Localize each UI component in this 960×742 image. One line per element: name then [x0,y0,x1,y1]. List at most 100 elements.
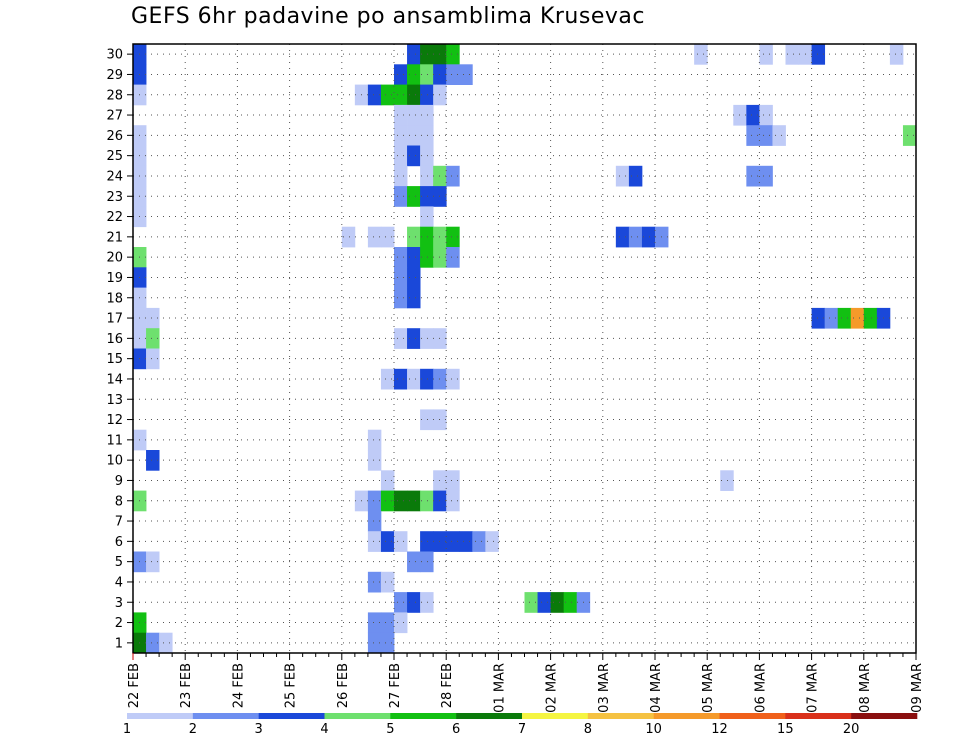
heatmap-cell [446,226,460,248]
y-tick-label: 4 [115,575,123,590]
colorbar-swatch [456,713,523,719]
heatmap-cell [850,307,865,329]
heatmap-cell [367,490,382,512]
colorbar-swatch [719,713,786,719]
heatmap-cell [394,104,408,126]
heatmap-cell [811,44,826,65]
y-tick-label: 13 [106,393,123,408]
y-tick-label: 20 [106,251,123,266]
heatmap-cell [394,145,408,167]
heatmap-cell [446,531,460,552]
heatmap-cell [550,592,565,613]
heatmap-cell [759,104,773,126]
heatmap-cell [146,348,160,370]
heatmap-cell [420,490,434,512]
heatmap-cell [420,165,434,187]
heatmap-cell [733,104,747,126]
heatmap-cell [407,145,421,167]
heatmap-cell [394,328,408,349]
colorbar-label: 2 [189,722,197,737]
x-tick-label: 25 FEB [284,663,299,708]
y-tick-label: 5 [115,555,123,570]
heatmap-cell [146,632,160,653]
heatmap-cell [472,531,486,552]
heatmap-cell [380,470,395,491]
heatmap-cell [407,287,421,309]
y-tick-label: 16 [106,332,123,347]
heatmap-cell [485,531,499,552]
heatmap-cell [355,673,368,694]
heatmap-cell [420,592,434,613]
heatmap-cell [407,592,421,613]
heatmap-cell [394,125,408,146]
heatmap-cell [420,206,434,228]
heatmap-cell [811,307,826,329]
heatmap-cell [420,368,434,390]
x-tick-label: 02 MAR [545,663,560,713]
heatmap-cell [394,592,408,613]
heatmap-cell [407,186,421,207]
colorbar-label: 1 [123,722,131,737]
y-tick-label: 17 [106,312,123,327]
heatmap-cell [407,267,421,288]
heatmap-cell [746,125,760,146]
heatmap-cell [563,592,578,613]
colorbar-label: 20 [843,722,860,737]
heatmap-cell [407,104,421,126]
heatmap-cell [746,165,760,187]
heatmap-cell [863,307,878,329]
heatmap-cell [407,490,421,512]
heatmap-cell [394,368,408,390]
heatmap-cell [628,165,643,187]
y-tick-label: 29 [106,68,123,83]
heatmap-cell [380,632,395,653]
heatmap-cell [146,307,160,329]
heatmap-cell [146,551,160,573]
heatmap-cell [394,247,408,268]
heatmap-cell [420,186,434,207]
y-tick-label: 7 [115,515,123,530]
x-tick-label: 24 FEB [231,663,246,708]
heatmap-cell [394,531,408,552]
heatmap-cell [394,84,408,106]
y-tick-label: 3 [115,596,123,611]
heatmap-cell [628,226,643,248]
heatmap-cell [446,368,460,390]
x-tick-label: 28 FEB [440,663,455,708]
colorbar-label: 7 [518,722,526,737]
heatmap-cell [394,287,408,309]
heatmap-cell [838,653,851,674]
heatmap-cell [380,490,395,512]
heatmap-cell [420,531,434,552]
heatmap-cell [407,84,421,106]
x-tick-label: 23 FEB [179,663,194,708]
colorbar-swatch [324,713,391,719]
x-tick-label: 09 MAR [910,663,925,713]
heatmap-cell [889,44,904,65]
heatmap-cell [367,531,382,552]
x-tick-label: 08 MAR [858,663,873,713]
heatmap-cell [394,165,408,187]
colorbar-label: 3 [255,722,263,737]
y-tick-label: 6 [115,535,123,550]
heatmap-cell [367,510,382,532]
heatmap-cell [759,44,773,65]
colorbar-label: 12 [711,722,728,737]
heatmap-cell [420,247,434,268]
x-tick-label: 06 MAR [753,663,768,713]
heatmap-cell [459,64,473,85]
heatmap-cell [420,64,434,85]
heatmap-cell [367,632,382,653]
heatmap-cell [380,612,395,634]
colorbar-swatch [851,713,918,719]
heatmap-cell [446,64,460,85]
heatmap-cell [759,165,773,187]
heatmap-cell [420,104,434,126]
colorbar-label: 8 [584,722,592,737]
heatmap-cell [380,226,395,248]
heatmap-cell [367,429,382,451]
colorbar-label: 10 [645,722,662,737]
colorbar: 1 2 3 4 5 6 7 8 10 12 15 20 [123,713,918,737]
heatmap-cell [420,409,434,431]
colorbar-swatch [127,713,194,719]
